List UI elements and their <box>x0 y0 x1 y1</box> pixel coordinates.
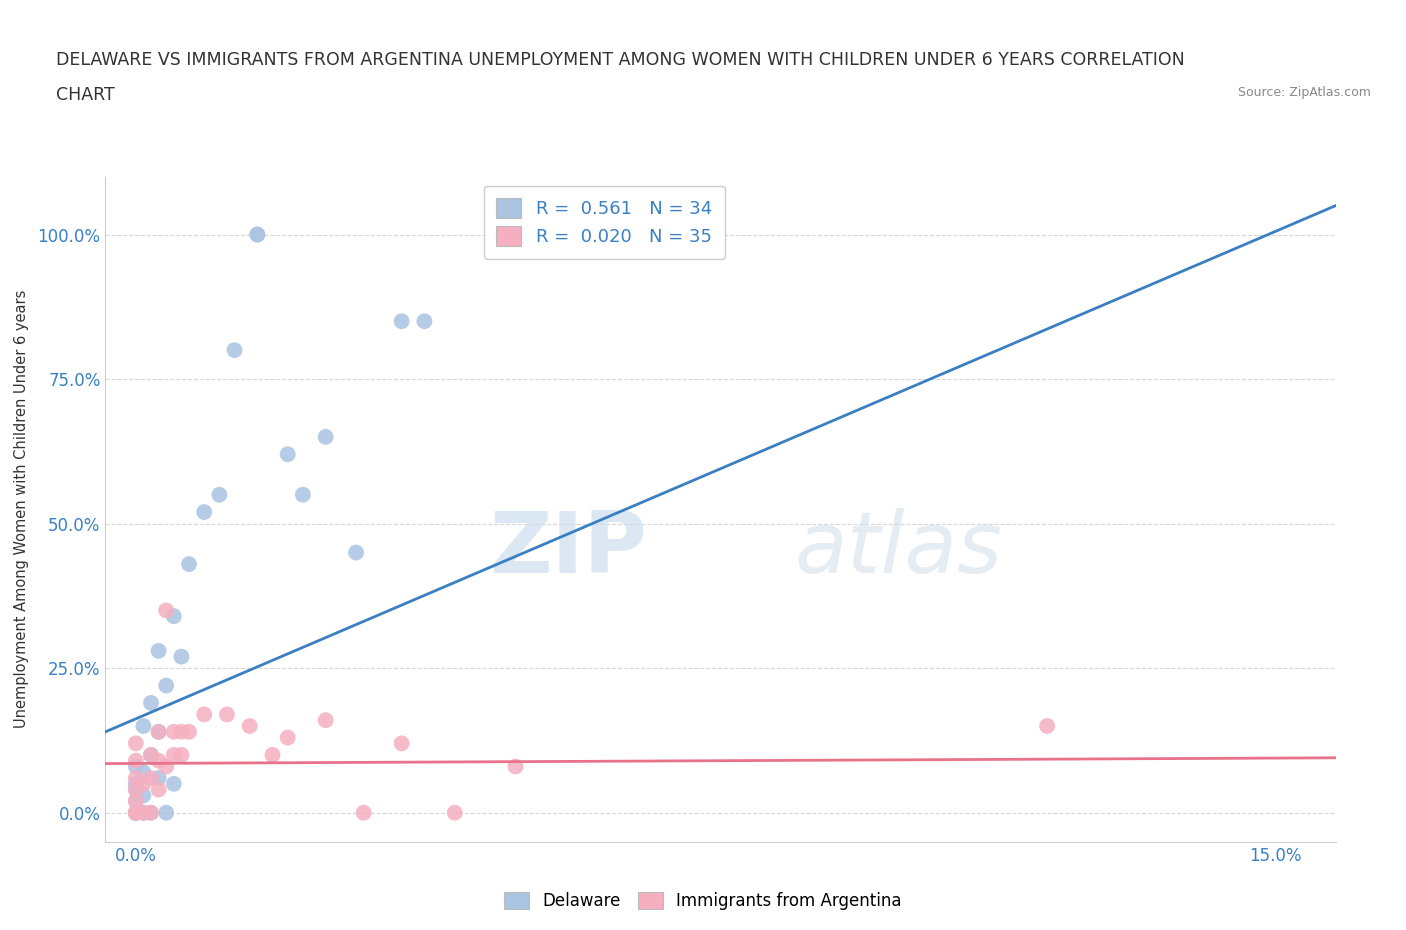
Point <box>125 805 148 820</box>
Text: ZIP: ZIP <box>489 508 647 591</box>
Point <box>177 724 200 739</box>
Point <box>148 771 170 786</box>
Text: CHART: CHART <box>56 86 115 103</box>
Point <box>391 736 413 751</box>
Point <box>132 805 155 820</box>
Point <box>148 724 170 739</box>
Point <box>353 805 375 820</box>
Text: atlas: atlas <box>794 508 1002 591</box>
Point <box>1036 719 1059 734</box>
Point <box>391 313 413 328</box>
Point <box>132 788 155 803</box>
Point <box>139 805 162 820</box>
Point <box>155 603 177 618</box>
Point <box>177 557 200 572</box>
Point <box>443 805 465 820</box>
Point <box>148 782 170 797</box>
Legend: Delaware, Immigrants from Argentina: Delaware, Immigrants from Argentina <box>498 885 908 917</box>
Point <box>163 724 186 739</box>
Point <box>163 777 186 791</box>
Point <box>344 545 367 560</box>
Point <box>155 678 177 693</box>
Point <box>277 446 299 461</box>
Point <box>125 805 148 820</box>
Point <box>148 644 170 658</box>
Point <box>239 719 262 734</box>
Point <box>125 793 148 808</box>
Point <box>413 313 436 328</box>
Point <box>193 707 215 722</box>
Point <box>170 748 193 763</box>
Point <box>277 730 299 745</box>
Text: DELAWARE VS IMMIGRANTS FROM ARGENTINA UNEMPLOYMENT AMONG WOMEN WITH CHILDREN UND: DELAWARE VS IMMIGRANTS FROM ARGENTINA UN… <box>56 51 1185 69</box>
Point <box>132 764 155 779</box>
Text: Source: ZipAtlas.com: Source: ZipAtlas.com <box>1237 86 1371 99</box>
Point <box>246 227 269 242</box>
Point <box>262 748 284 763</box>
Point <box>125 805 148 820</box>
Point <box>170 724 193 739</box>
Point <box>132 777 155 791</box>
Point <box>148 753 170 768</box>
Point <box>315 430 337 445</box>
Point <box>125 805 148 820</box>
Point <box>125 759 148 774</box>
Point <box>139 696 162 711</box>
Point <box>125 771 148 786</box>
Point <box>125 805 148 820</box>
Point <box>125 782 148 797</box>
Point <box>139 748 162 763</box>
Point <box>125 805 148 820</box>
Point <box>155 759 177 774</box>
Point <box>291 487 314 502</box>
Point <box>163 748 186 763</box>
Point <box>125 753 148 768</box>
Y-axis label: Unemployment Among Women with Children Under 6 years: Unemployment Among Women with Children U… <box>14 290 30 728</box>
Point <box>125 793 148 808</box>
Point <box>163 609 186 624</box>
Point <box>132 719 155 734</box>
Point <box>246 227 269 242</box>
Point <box>132 805 155 820</box>
Point <box>125 777 148 791</box>
Point <box>315 712 337 727</box>
Point <box>139 771 162 786</box>
Point <box>155 805 177 820</box>
Point <box>125 805 148 820</box>
Point <box>193 505 215 520</box>
Legend: R =  0.561   N = 34, R =  0.020   N = 35: R = 0.561 N = 34, R = 0.020 N = 35 <box>484 186 725 259</box>
Point <box>170 649 193 664</box>
Point <box>208 487 231 502</box>
Point <box>224 343 246 358</box>
Point <box>139 748 162 763</box>
Point <box>148 724 170 739</box>
Point <box>125 736 148 751</box>
Point <box>125 782 148 797</box>
Point <box>215 707 238 722</box>
Point <box>139 805 162 820</box>
Point <box>505 759 527 774</box>
